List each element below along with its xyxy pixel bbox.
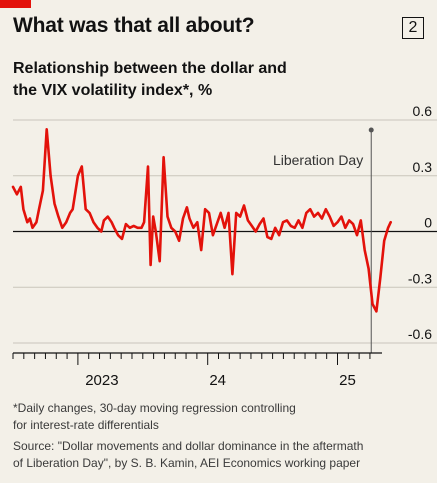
chart-title: What was that all about?: [13, 14, 255, 37]
subtitle-line-2: the VIX volatility index*, %: [13, 82, 213, 99]
chart-subtitle: Relationship between the dollar and the …: [13, 58, 287, 102]
y-tick-label: 0.6: [413, 103, 433, 119]
y-tick-label: -0.6: [408, 326, 432, 342]
annotation-label: Liberation Day: [273, 152, 363, 168]
x-tick-label: 25: [339, 372, 356, 389]
liberation-day-marker-dot: [368, 127, 374, 133]
y-tick-label: 0.3: [413, 159, 433, 175]
series-line: [11, 128, 392, 313]
brand-accent-bar: [0, 0, 31, 8]
y-tick-label: -0.3: [408, 270, 432, 286]
y-tick-label: 0: [424, 215, 432, 231]
source-line-1: Source: "Dollar movements and dollar dom…: [13, 439, 364, 453]
subtitle-line-1: Relationship between the dollar and: [13, 60, 287, 77]
footnote-line-2: for interest-rate differentials: [13, 418, 159, 432]
source-note: Source: "Dollar movements and dollar dom…: [13, 438, 433, 472]
source-line-2: of Liberation Day", by S. B. Kamin, AEI …: [13, 456, 361, 470]
footnote: *Daily changes, 30-day moving regression…: [13, 400, 296, 434]
footnote-line-1: *Daily changes, 30-day moving regression…: [13, 401, 296, 415]
line-chart: 0.6 0.3 0 -0.3 -0.6 Liberation Day 2023 24 25: [11, 103, 437, 389]
x-tick-label: 2023: [85, 372, 118, 389]
x-tick-label: 24: [209, 372, 226, 389]
chart-number-badge: 2: [402, 17, 424, 39]
